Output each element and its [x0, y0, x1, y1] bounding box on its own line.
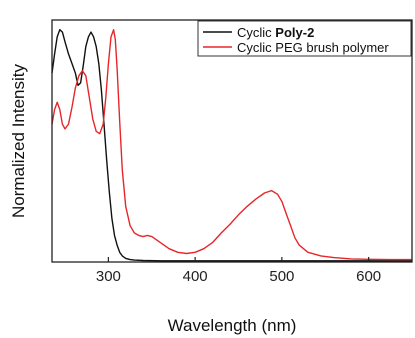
- plot-frame: [51, 19, 413, 263]
- y-axis-title: Normalized Intensity: [9, 64, 28, 219]
- x-tick-label: 600: [356, 268, 381, 285]
- x-tick-label: 500: [269, 268, 294, 285]
- x-axis-title: Wavelength (nm): [168, 316, 297, 335]
- x-tick-label: 400: [183, 268, 208, 285]
- legend: Cyclic Poly-2 Cyclic PEG brush polymer: [197, 20, 412, 57]
- legend-box: [197, 20, 412, 57]
- legend-label-peg: Cyclic PEG brush polymer: [237, 40, 389, 55]
- series-line-poly2: [51, 29, 412, 262]
- x-tick-label: 300: [96, 268, 121, 285]
- legend-label-poly2: Cyclic Poly-2: [237, 25, 314, 40]
- x-axis: 300 400 500 600: [96, 257, 381, 285]
- series-layer: [51, 29, 412, 262]
- series-line-peg-brush: [51, 29, 412, 261]
